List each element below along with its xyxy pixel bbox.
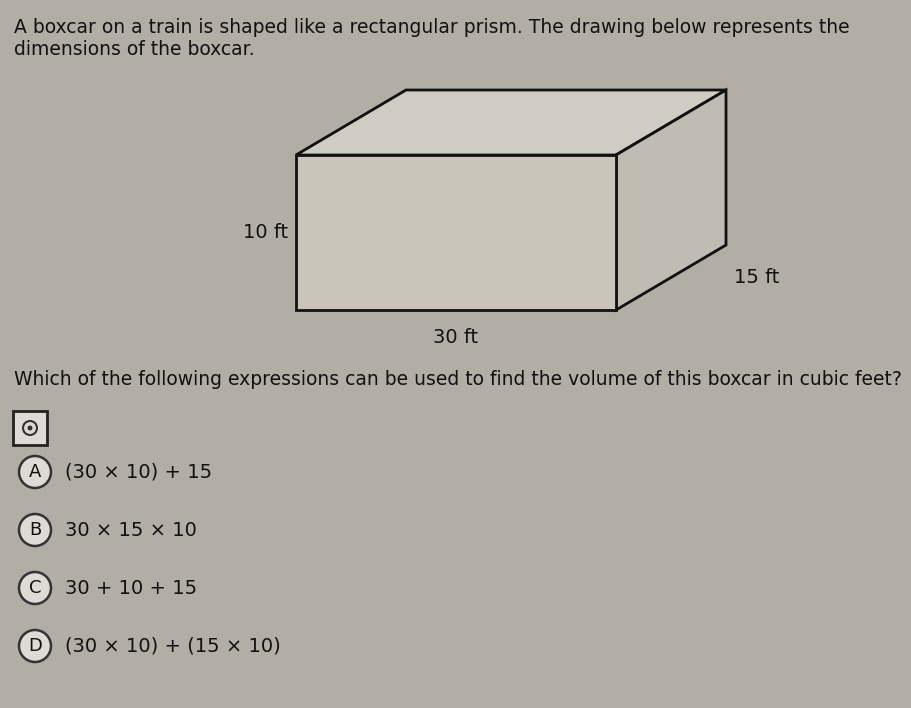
Text: 30 × 15 × 10: 30 × 15 × 10 [65,520,197,539]
Text: A: A [29,463,41,481]
Text: A boxcar on a train is shaped like a rectangular prism. The drawing below repres: A boxcar on a train is shaped like a rec… [14,18,849,37]
Text: 15 ft: 15 ft [733,268,779,287]
Circle shape [27,426,33,430]
Text: (30 × 10) + (15 × 10): (30 × 10) + (15 × 10) [65,636,281,656]
Circle shape [19,514,51,546]
Circle shape [19,572,51,604]
Polygon shape [296,90,725,155]
Polygon shape [296,155,615,310]
Text: dimensions of the boxcar.: dimensions of the boxcar. [14,40,254,59]
Text: 30 + 10 + 15: 30 + 10 + 15 [65,578,197,598]
Text: 10 ft: 10 ft [242,223,288,242]
Text: C: C [29,579,41,597]
Text: B: B [29,521,41,539]
Polygon shape [615,90,725,310]
Circle shape [19,456,51,488]
FancyBboxPatch shape [13,411,47,445]
Text: 30 ft: 30 ft [433,328,478,347]
Text: (30 × 10) + 15: (30 × 10) + 15 [65,462,212,481]
Text: D: D [28,637,42,655]
Circle shape [19,630,51,662]
Text: Which of the following expressions can be used to find the volume of this boxcar: Which of the following expressions can b… [14,370,901,389]
